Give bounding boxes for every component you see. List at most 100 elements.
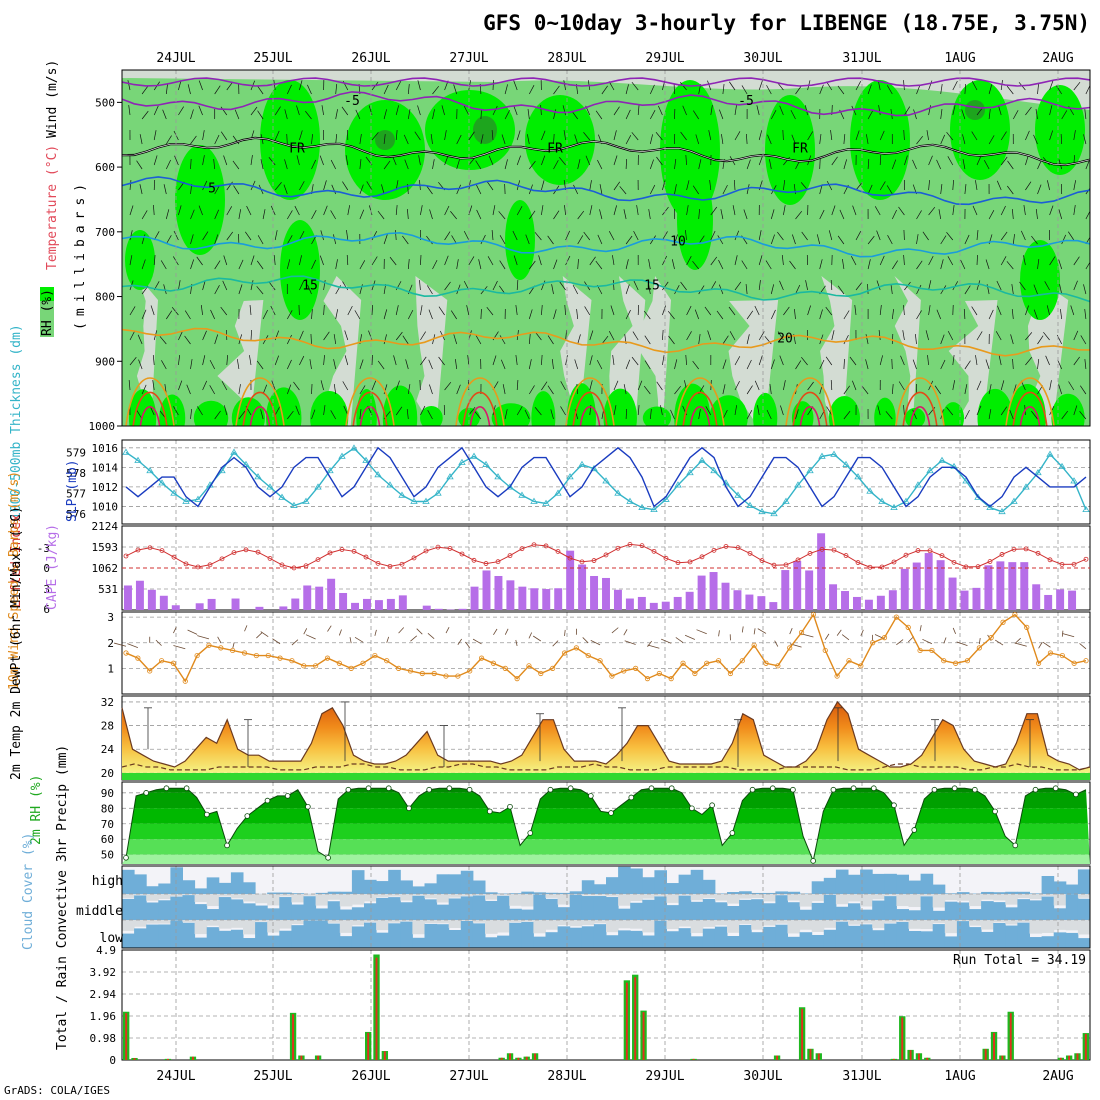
wind-barb	[988, 135, 995, 145]
contour-label: FR	[547, 141, 563, 156]
rh-marker	[749, 786, 756, 793]
wind-barb	[912, 359, 917, 370]
wind-barb	[925, 330, 929, 341]
wind-barb	[190, 409, 192, 420]
thickness-line-marker	[494, 473, 502, 480]
wind-10m-barb	[244, 625, 248, 632]
wind-barb	[333, 384, 337, 395]
cloud-clear-cell	[763, 920, 776, 926]
cloud-cover-cell	[545, 892, 559, 894]
wind-barb	[801, 231, 808, 241]
wind-barb	[383, 160, 391, 170]
wind-barb	[420, 205, 423, 216]
cloud-cover-cell	[739, 899, 752, 920]
wind-barb	[540, 105, 542, 116]
cloud-clear-cell	[485, 894, 498, 900]
wind-barb	[538, 255, 542, 266]
cloud-clear-cell	[618, 894, 631, 906]
cloud-cover-cell	[400, 902, 413, 920]
cape-bar	[721, 582, 730, 610]
cloud-clear-cell	[727, 920, 740, 933]
cloud-cover-cell	[569, 891, 583, 894]
wind-barb	[952, 205, 955, 216]
wind-barb	[311, 259, 317, 270]
wind-barb	[492, 280, 498, 291]
wind-barb	[553, 259, 558, 270]
tick-label: 20	[101, 767, 114, 780]
wind-barb	[152, 355, 155, 366]
wind-barb	[309, 359, 312, 370]
wind-speed-marker	[324, 655, 331, 661]
wind-speed-marker	[301, 663, 307, 669]
wind-barb	[480, 134, 484, 145]
wind-barb	[342, 381, 349, 391]
cloud-clear-cell	[497, 920, 510, 933]
cloud-clear-cell	[823, 920, 837, 928]
cloud-clear-cell	[678, 894, 692, 896]
wind-barb	[165, 209, 170, 220]
cloud-clear-cell	[956, 920, 970, 921]
cape-bar	[936, 560, 945, 610]
wind-barb	[257, 110, 264, 120]
wind-barb	[649, 84, 655, 95]
cloud-cover-cell	[158, 883, 171, 894]
cape-bar	[864, 599, 873, 610]
cloud-clear-cell	[581, 920, 595, 926]
wind-barb	[420, 405, 426, 416]
wind-barb	[734, 380, 740, 391]
cloud-cover-cell	[194, 904, 208, 920]
cloud-cover-cell	[908, 910, 922, 920]
wind-barb	[198, 205, 203, 216]
wind-barb	[565, 230, 571, 241]
lifted-marker	[999, 552, 1005, 557]
wind-barb	[1033, 134, 1038, 145]
wind-speed-marker	[372, 652, 378, 659]
wind-barb	[704, 306, 712, 316]
lifted-marker	[327, 550, 333, 556]
wind-barb	[504, 84, 508, 95]
wind-barb	[996, 280, 1002, 291]
cloud-cover-cell	[1029, 900, 1043, 920]
cloud-cover-cell	[243, 882, 256, 894]
wind-barb	[964, 234, 970, 245]
wind-barb	[377, 360, 385, 370]
cloud-cover-cell	[351, 926, 365, 948]
tick-label: 0	[109, 1054, 116, 1067]
wind-barb	[1073, 405, 1078, 416]
cloud-clear-cell	[230, 920, 244, 928]
wind-barb	[453, 334, 458, 345]
wind-barb	[547, 235, 554, 245]
cloud-clear-cell	[1041, 920, 1055, 933]
cloud-cover-cell	[303, 920, 317, 948]
wind-barb	[765, 260, 772, 270]
wind-barb	[599, 209, 603, 220]
cloud-clear-cell	[122, 894, 135, 898]
wind-barb	[1035, 109, 1038, 120]
temp-line	[121, 700, 1091, 771]
cloud-clear-cell	[364, 920, 377, 923]
wind-barb	[420, 331, 426, 341]
wind-barb	[299, 80, 303, 91]
wind-barb	[662, 231, 668, 241]
cloud-cover-cell	[1017, 899, 1030, 920]
wind-barb	[866, 134, 869, 145]
wind-barb	[960, 259, 966, 270]
wind-10m-barb	[896, 639, 904, 646]
wind-barb	[891, 309, 894, 320]
wind-barb	[1085, 159, 1090, 170]
rh-low-wet	[310, 390, 349, 426]
thickness-line-marker	[734, 491, 742, 498]
wind-speed-marker	[1012, 611, 1018, 618]
wind-barb	[988, 109, 991, 120]
cloud-cover-cell	[182, 895, 196, 920]
cloud-clear-cell	[932, 920, 946, 924]
wind-speed-marker	[407, 668, 414, 674]
wind-barb	[610, 305, 615, 316]
wind-barb	[662, 255, 668, 266]
tick-label: 32	[101, 696, 114, 709]
rh-low-wet	[458, 407, 480, 426]
cloud-cover-cell	[569, 894, 583, 920]
wind-barb	[202, 155, 205, 166]
cape-bar	[924, 553, 933, 610]
wind-barb	[534, 232, 542, 241]
